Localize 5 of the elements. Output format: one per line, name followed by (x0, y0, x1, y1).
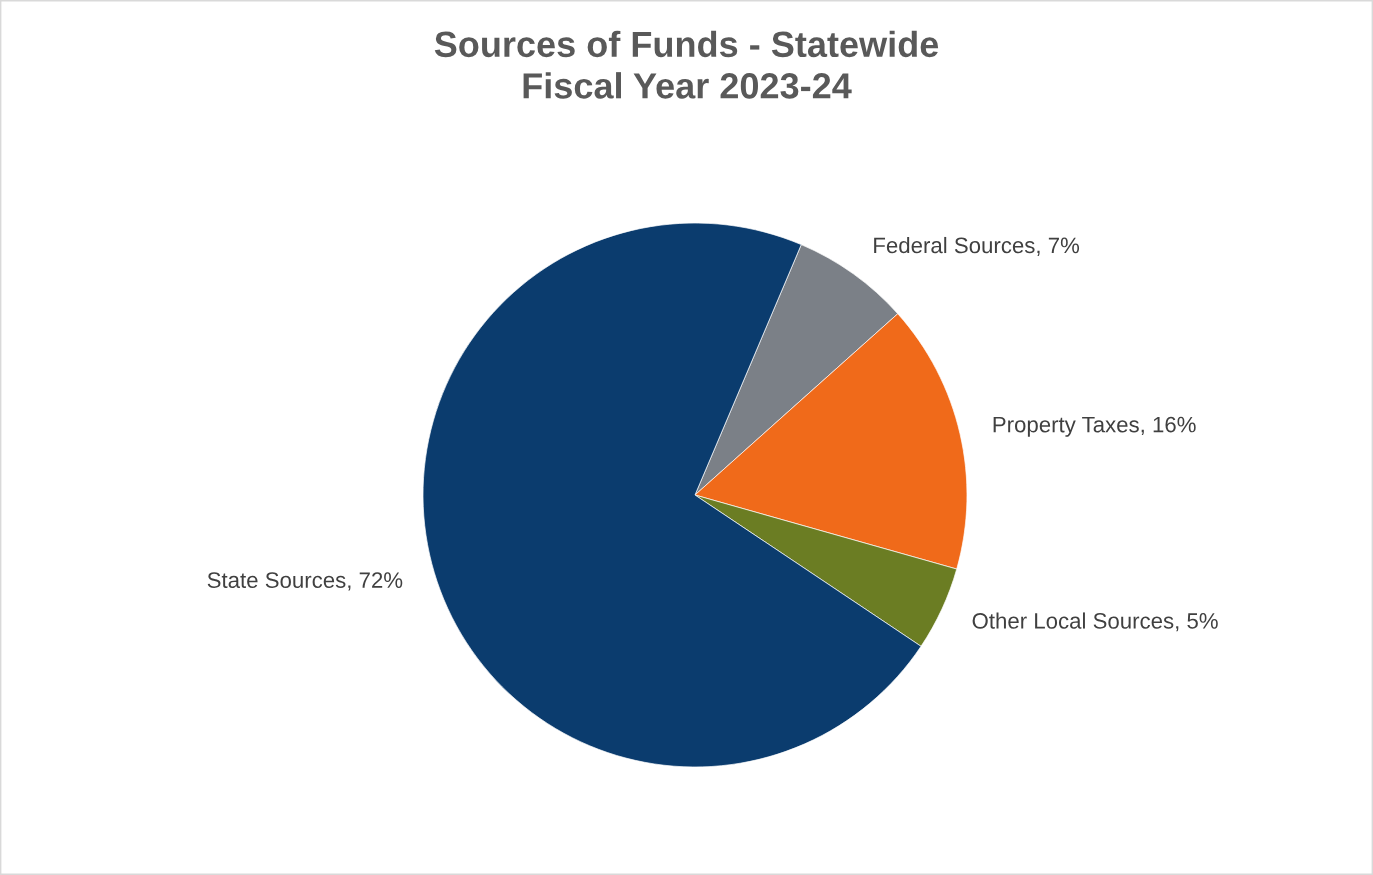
slice-label: Property Taxes, 16% (993, 416, 1196, 437)
slice-label: Federal Sources, 7% (874, 236, 1080, 256)
slice-label: Other Local Sources, 5% (972, 612, 1218, 632)
chart-title: Sources of Funds - Statewide Fiscal Year 2023-24 (434, 30, 939, 99)
slice-label: State Sources, 72% (207, 572, 403, 591)
